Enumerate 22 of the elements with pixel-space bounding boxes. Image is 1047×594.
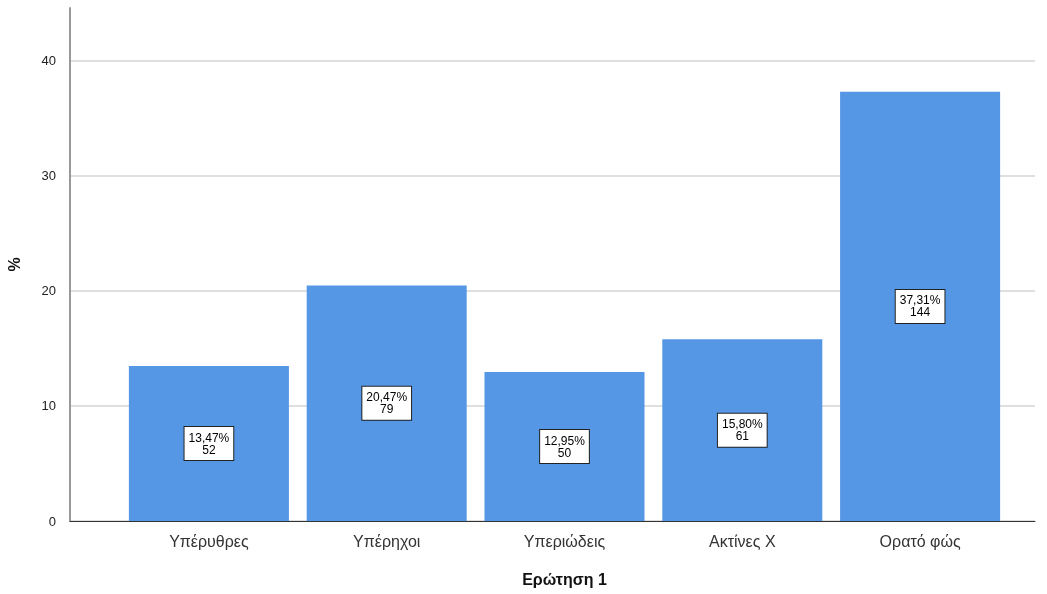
bar xyxy=(840,91,1001,521)
data-label: 13,47% 52 xyxy=(188,430,230,457)
data-label: 12,95% 50 xyxy=(544,433,586,460)
bar xyxy=(662,339,823,521)
data-label: 37,31% 144 xyxy=(899,293,941,320)
y-tick-label: 10 xyxy=(41,398,56,414)
x-tick-label: Υπέρυθρες xyxy=(169,532,249,550)
bar xyxy=(306,285,467,521)
bar xyxy=(128,366,289,521)
x-axis-title: Ερώτηση 1 xyxy=(522,570,607,588)
x-tick-label: Ορατό φώς xyxy=(879,532,961,550)
data-label: 15,80% 61 xyxy=(721,417,763,444)
x-tick-label: Υπέρηχοι xyxy=(353,532,421,550)
y-tick-label: 20 xyxy=(41,283,56,299)
bar xyxy=(484,372,645,521)
x-tick-label: Ακτίνες Χ xyxy=(709,532,776,550)
data-label: 20,47% 79 xyxy=(366,390,408,417)
y-tick-label: 40 xyxy=(41,53,56,69)
y-tick-label: 30 xyxy=(41,168,56,184)
y-axis-title: % xyxy=(5,257,23,272)
x-tick-label: Υπεριώδεις xyxy=(523,532,606,550)
y-tick-label: 0 xyxy=(48,513,56,529)
